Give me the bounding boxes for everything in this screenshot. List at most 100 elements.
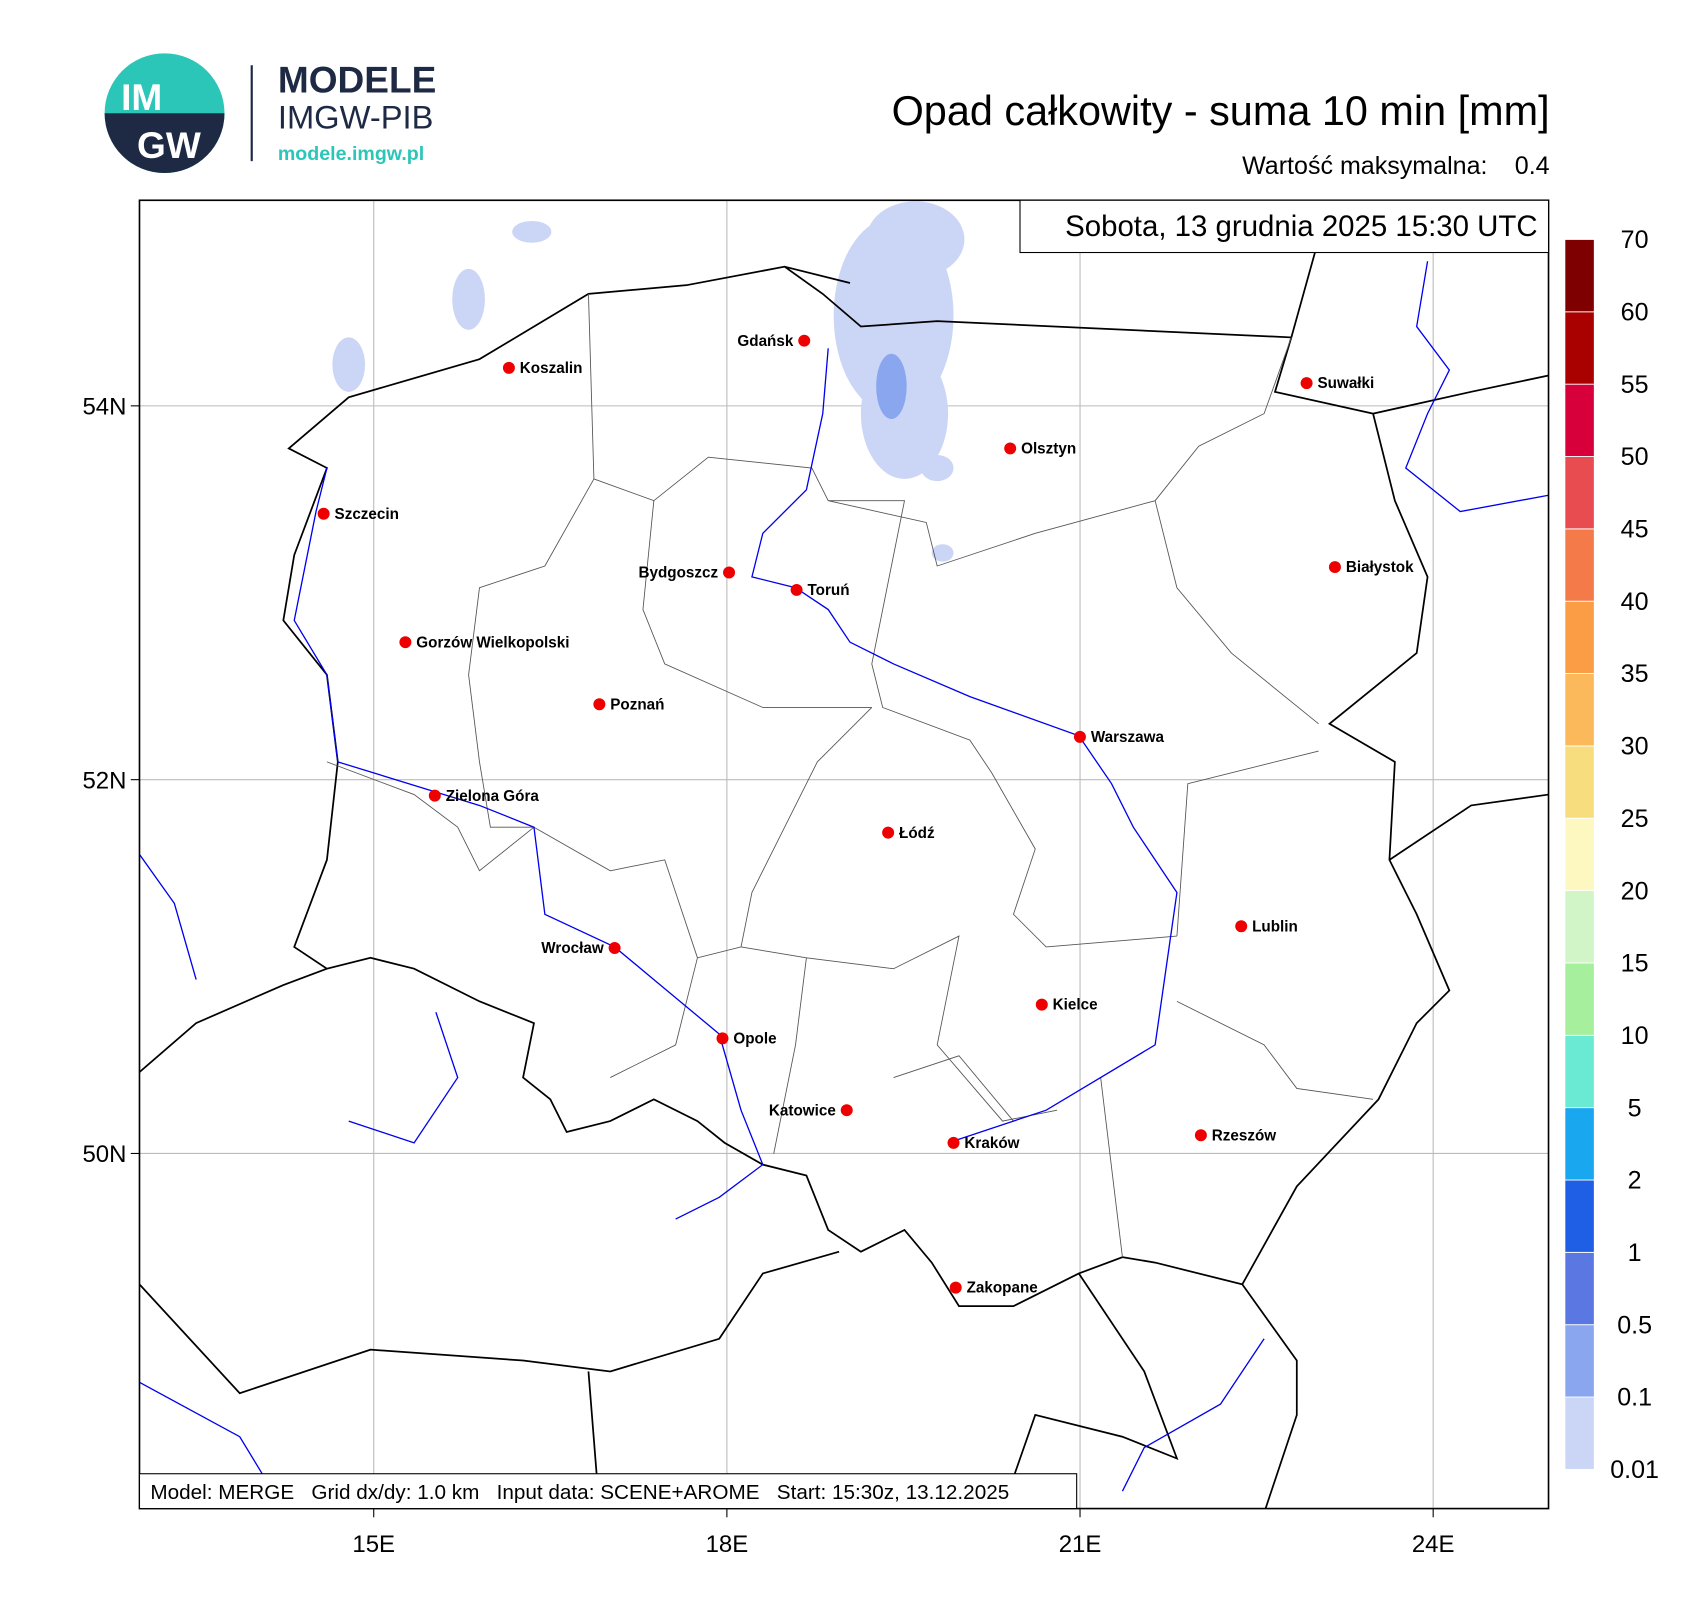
colorbar-box	[1564, 456, 1595, 530]
city-dot	[502, 361, 515, 374]
city-dot	[1073, 730, 1086, 743]
logo-badge-bottom	[104, 113, 225, 174]
lat-label: 52N	[82, 767, 126, 794]
colorbar-label: 35	[1621, 660, 1649, 688]
colorbar-label: 15	[1621, 950, 1649, 978]
colorbar-label: 10	[1621, 1022, 1649, 1050]
colorbar-box	[1564, 1179, 1595, 1253]
city-label: Warszawa	[1091, 729, 1165, 746]
logo-name: MODELE	[278, 59, 436, 101]
city-label: Koszalin	[520, 360, 583, 377]
logo-url: modele.imgw.pl	[278, 143, 424, 165]
regions	[326, 293, 1374, 1258]
valid-time: Sobota, 13 grudnia 2025 15:30 UTC	[1065, 210, 1538, 243]
city-dot	[593, 698, 606, 711]
city-label: Suwałki	[1318, 375, 1375, 392]
colorbar-label: 30	[1621, 733, 1649, 761]
city-label: Lublin	[1252, 918, 1298, 935]
city-dot	[716, 1032, 729, 1045]
ticks: 54N 52N 50N 15E 18E 21E 24E	[82, 394, 1454, 1559]
city-label: Zielona Góra	[446, 788, 540, 805]
city-label: Olsztyn	[1021, 441, 1076, 458]
city-label: Katowice	[769, 1102, 836, 1119]
colorbar-label: 0.01	[1610, 1456, 1659, 1484]
colorbar-label: 25	[1621, 805, 1649, 833]
colorbar-label: 0.5	[1617, 1311, 1652, 1339]
city-dot	[1004, 442, 1017, 455]
city-dot	[947, 1136, 960, 1149]
city-label: Wrocław	[541, 940, 604, 957]
colorbar-box	[1564, 890, 1595, 964]
cities: Gdańsk Koszalin Suwałki Olsztyn Szczecin Biał…	[317, 333, 1414, 1297]
city-dot	[1035, 998, 1048, 1011]
city-dot	[798, 334, 811, 347]
colorbar-box	[1564, 673, 1595, 747]
city-label: Kielce	[1053, 997, 1098, 1014]
valid-time-box	[1019, 199, 1550, 254]
city-label: Toruń	[808, 582, 850, 599]
city-label: Białystok	[1346, 559, 1414, 576]
city-dot	[399, 636, 412, 649]
city-label: Poznań	[610, 696, 664, 713]
city-dot	[1194, 1129, 1207, 1142]
city-label: Szczecin	[335, 506, 399, 523]
logo-org: IMGW-PIB	[278, 98, 434, 135]
footer: Model: MERGE Grid dx/dy: 1.0 km Input da…	[150, 1481, 1009, 1504]
lat-label: 54N	[82, 394, 126, 421]
colorbar-box	[1564, 239, 1595, 313]
colorbar-label: 0.1	[1617, 1384, 1652, 1412]
title: Opad całkowity - suma 10 min [mm]	[892, 88, 1550, 134]
city-label: Łódź	[899, 825, 935, 842]
colorbar-box	[1564, 600, 1595, 674]
colorbar-box	[1564, 1034, 1595, 1109]
colorbar-box	[1564, 528, 1595, 602]
lat-label: 50N	[82, 1141, 126, 1168]
colorbar-label: 50	[1621, 443, 1649, 471]
colorbar-box	[1564, 383, 1595, 457]
logo-badge-bottom-text: GW	[137, 124, 201, 166]
city-label: Gorzów Wielkopolski	[416, 634, 569, 651]
colorbar-label: 1	[1628, 1239, 1642, 1267]
city-label: Zakopane	[967, 1280, 1038, 1297]
logo-badge-top: IM	[121, 76, 162, 118]
colorbar-box	[1564, 1107, 1595, 1181]
city-dot	[1328, 561, 1341, 574]
city-dot	[608, 942, 621, 955]
city-label: Rzeszów	[1212, 1127, 1277, 1144]
city-label: Kraków	[964, 1135, 1019, 1152]
colorbar-label: 5	[1628, 1094, 1642, 1122]
colorbar-box	[1564, 745, 1595, 819]
max-label: Wartość maksymalna:	[1242, 152, 1487, 180]
city-label: Opole	[733, 1030, 776, 1047]
border	[139, 216, 1549, 1509]
colorbar-label: 45	[1621, 516, 1649, 544]
colorbar-box	[1564, 962, 1595, 1036]
colorbar-box	[1564, 817, 1595, 892]
city-label: Bydgoszcz	[639, 565, 719, 582]
colorbar-label: 60	[1621, 299, 1649, 327]
colorbar-box	[1564, 311, 1595, 385]
map: Gdańsk Koszalin Suwałki Olsztyn Szczecin Biał…	[139, 200, 1549, 1509]
city-dot	[949, 1281, 962, 1294]
rivers	[139, 261, 1549, 1509]
city-dot	[723, 566, 736, 579]
colorbar-box	[1564, 1396, 1595, 1470]
lon-label: 15E	[352, 1531, 395, 1558]
city-dot	[790, 583, 803, 596]
colorbar-label: 20	[1621, 877, 1649, 905]
city-dot	[1300, 377, 1313, 390]
city-dot	[840, 1104, 853, 1117]
city-label: Gdańsk	[737, 333, 793, 350]
colorbar-label: 2	[1628, 1167, 1642, 1195]
max-value: 0.4	[1515, 152, 1550, 180]
footer-box	[138, 1473, 1078, 1510]
city-dot	[317, 507, 330, 520]
city-dot	[882, 826, 895, 839]
city-dot	[1235, 920, 1248, 933]
colorbar-box	[1564, 1251, 1595, 1326]
colorbar-label: 70	[1621, 226, 1649, 254]
